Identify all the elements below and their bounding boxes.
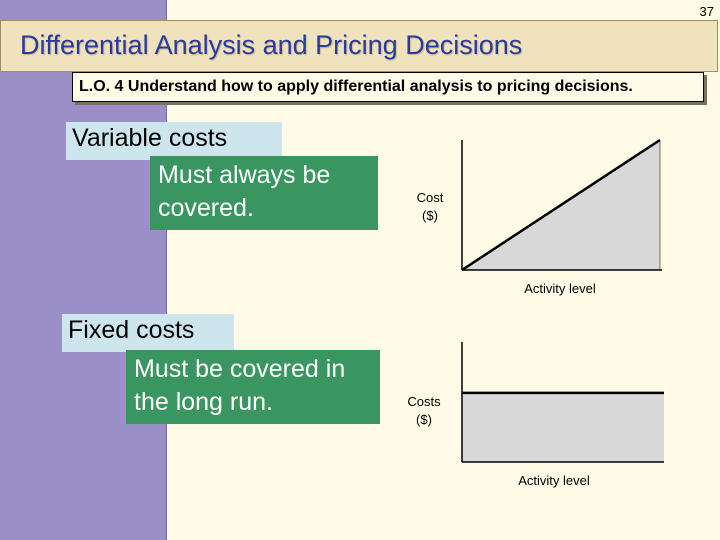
variable-chart-xlabel: Activity level bbox=[524, 281, 596, 296]
fixed-costs-label: Fixed costs bbox=[62, 314, 234, 352]
fixed-costs-note-line1: Must be covered in bbox=[134, 355, 346, 383]
variable-costs-label: Variable costs bbox=[66, 122, 282, 160]
fixed-chart-xlabel: Activity level bbox=[518, 473, 590, 488]
variable-costs-note: Must always be covered. bbox=[150, 156, 378, 230]
title-bar bbox=[0, 20, 718, 72]
fixed-costs-note: Must be covered in the long run. bbox=[126, 350, 380, 424]
fixed-costs-note-line2: the long run. bbox=[134, 388, 273, 416]
fixed-chart-ylabel-line2: ($) bbox=[416, 412, 432, 427]
fixed-chart-ylabel-line1: Costs bbox=[407, 394, 441, 409]
variable-cost-chart: Cost ($) Activity level bbox=[417, 138, 662, 296]
variable-chart-ylabel-line2: ($) bbox=[422, 208, 438, 223]
page-number: 37 bbox=[699, 4, 714, 19]
variable-costs-note-line2: covered. bbox=[158, 194, 254, 222]
fixed-cost-area bbox=[462, 392, 664, 462]
fixed-cost-chart: Costs ($) Activity level bbox=[407, 326, 664, 488]
slide-title: Differential Analysis and Pricing Decisi… bbox=[20, 30, 523, 60]
variable-chart-ylabel-line1: Cost bbox=[417, 190, 444, 205]
variable-cost-line bbox=[461, 138, 661, 272]
variable-costs-note-line1: Must always be bbox=[158, 161, 331, 189]
learning-objective: L.O. 4 Understand how to apply different… bbox=[72, 72, 704, 102]
